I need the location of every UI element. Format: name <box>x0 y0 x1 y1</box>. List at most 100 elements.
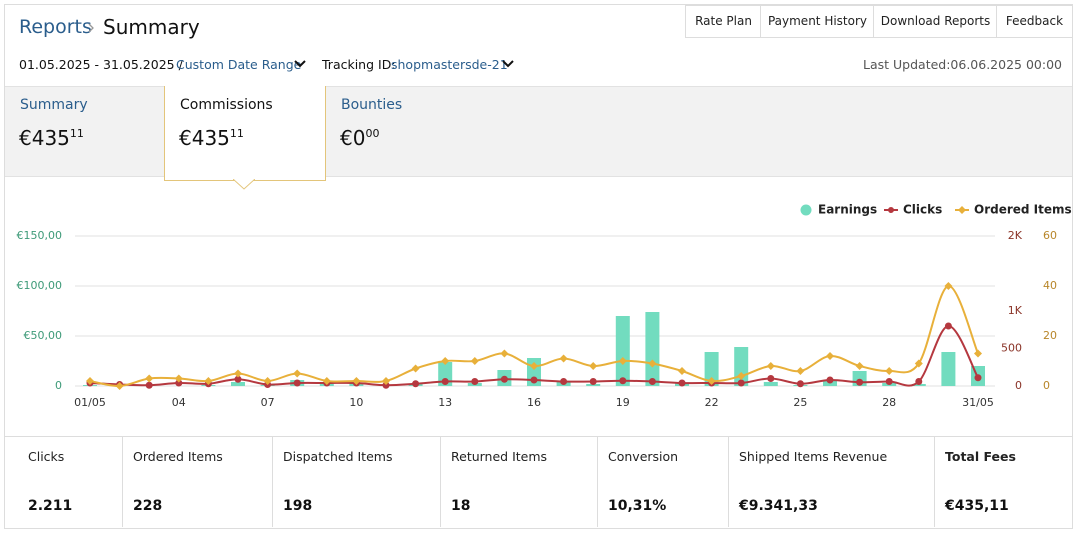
point <box>234 369 242 378</box>
x-tick-label: 04 <box>172 396 186 409</box>
tick-label: 20 <box>1043 329 1057 342</box>
amount: €435 <box>19 126 70 150</box>
cents: 11 <box>229 127 244 140</box>
x-tick-label: 10 <box>349 396 363 409</box>
point <box>885 367 894 375</box>
stat: Returned Items 18 <box>440 436 598 527</box>
point <box>441 357 450 365</box>
point <box>322 377 331 385</box>
dropdown-icon[interactable] <box>293 59 307 69</box>
tab-pointer <box>233 179 255 190</box>
x-tick-label: 13 <box>438 396 452 409</box>
point <box>352 377 361 385</box>
stat-value: 2.211 <box>28 498 73 514</box>
stat-value: 10,31% <box>608 498 667 514</box>
stat: Clicks 2.211 <box>18 436 122 527</box>
point <box>263 377 272 385</box>
x-tick-label: 25 <box>793 396 807 409</box>
cents: 00 <box>365 127 380 140</box>
point <box>678 367 686 375</box>
point <box>559 354 568 363</box>
legend-label: Earnings <box>818 203 877 217</box>
stat-label: Ordered Items <box>133 449 223 464</box>
x-tick-label: 22 <box>705 396 719 409</box>
last-updated: Last Updated:06.06.2025 00:00 <box>863 57 1062 72</box>
point <box>944 282 953 290</box>
stat-value: 18 <box>451 498 471 514</box>
button[interactable]: Rate Plan <box>685 5 762 38</box>
point <box>471 378 479 385</box>
point <box>855 362 864 370</box>
point <box>234 375 242 383</box>
tracking-id[interactable]: shopmastersde-21 <box>391 57 508 72</box>
bar <box>438 362 453 386</box>
legend-label: Clicks <box>903 203 942 217</box>
tick-label: 500 <box>1001 342 1022 355</box>
stat-label: Returned Items <box>451 449 548 464</box>
stat-label: Conversion <box>608 449 679 464</box>
point <box>885 378 893 385</box>
point <box>500 349 509 358</box>
point <box>293 379 301 387</box>
tick-label: 2K <box>1008 229 1023 242</box>
stat-label: Dispatched Items <box>283 449 393 464</box>
x-tick-label: 19 <box>616 396 630 409</box>
stats-bar <box>5 436 1072 528</box>
legend-label: Ordered Items <box>974 203 1072 217</box>
x-tick-label: 16 <box>527 396 541 409</box>
point <box>974 349 982 358</box>
point <box>737 372 746 380</box>
x-tick-label: 28 <box>882 396 896 409</box>
tab-label: Bounties <box>341 97 403 113</box>
point <box>204 377 213 385</box>
point <box>737 379 745 387</box>
tab[interactable]: Bounties €000 <box>326 86 486 176</box>
amount: €435 <box>179 126 230 150</box>
tick-label: €100,00 <box>17 279 63 292</box>
point <box>826 352 834 360</box>
point <box>915 378 923 385</box>
stat: Total Fees €435,11 <box>934 436 1072 527</box>
point <box>412 380 420 388</box>
amount: €0 <box>340 126 366 150</box>
cents: 11 <box>69 127 84 140</box>
point <box>796 367 805 375</box>
legend-swatch <box>800 204 812 216</box>
point <box>618 357 627 365</box>
stat-label: Total Fees <box>945 449 1016 464</box>
date-preset[interactable]: Custom Date Range <box>176 57 302 72</box>
bar <box>645 312 660 386</box>
point <box>914 359 923 368</box>
point <box>145 374 154 383</box>
legend-swatch <box>958 206 966 214</box>
button[interactable]: Payment History <box>760 5 875 38</box>
button[interactable]: Download Reports <box>873 5 998 38</box>
point <box>589 362 598 370</box>
bar <box>941 352 956 386</box>
x-tick-label: 31/05 <box>962 396 994 409</box>
point <box>678 379 686 387</box>
tick-label: €50,00 <box>24 329 63 342</box>
point <box>174 374 183 383</box>
point <box>441 378 449 385</box>
tab-amount: €000 <box>340 126 379 150</box>
button[interactable]: Feedback <box>996 5 1073 38</box>
bar <box>231 382 245 386</box>
stat-value: 198 <box>283 498 313 514</box>
point <box>589 378 597 385</box>
breadcrumb[interactable]: Reports <box>19 16 92 38</box>
chart: 0 €50,00 €100,00 €150,00 0 500 1K 2K 0 20 40 60 01/0… <box>17 203 1072 410</box>
dropdown-icon[interactable] <box>501 59 515 69</box>
tick-label: 0 <box>1043 379 1050 392</box>
tab[interactable]: Summary €43511 <box>5 86 164 176</box>
bar <box>615 316 630 386</box>
stat-label: Shipped Items Revenue <box>739 449 888 464</box>
point <box>411 364 420 373</box>
tab-active[interactable]: Commissions €43511 <box>164 86 326 181</box>
tick-label: 0 <box>1015 379 1022 392</box>
point <box>974 374 982 382</box>
stat: Shipped Items Revenue €9.341,33 <box>728 436 935 527</box>
point <box>944 322 952 330</box>
point <box>826 376 834 384</box>
